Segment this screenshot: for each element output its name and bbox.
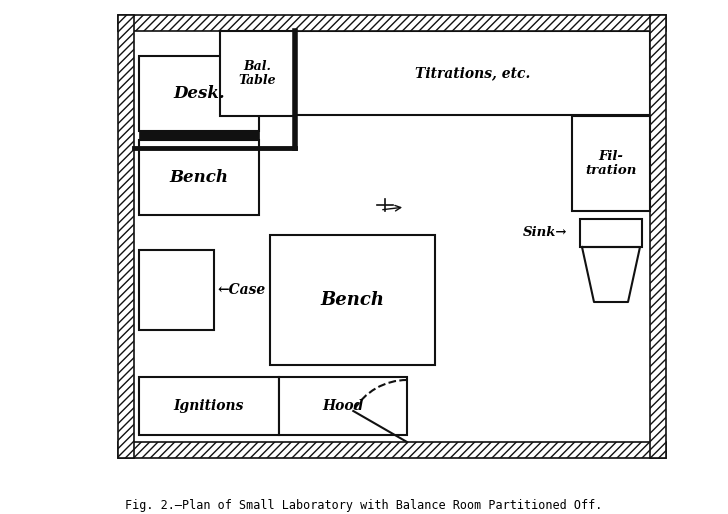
Text: Fig. 2.—Plan of Small Laboratory with Balance Room Partitioned Off.: Fig. 2.—Plan of Small Laboratory with Ba… bbox=[125, 499, 603, 511]
Bar bbox=[139, 250, 214, 330]
Text: Desk.: Desk. bbox=[173, 85, 225, 102]
Bar bbox=[118, 15, 666, 31]
Bar bbox=[279, 377, 407, 435]
Text: Fil-
tration: Fil- tration bbox=[585, 150, 637, 177]
Bar bbox=[118, 442, 666, 458]
Bar bbox=[139, 131, 259, 140]
Text: Sink→: Sink→ bbox=[523, 227, 567, 240]
Text: Bench: Bench bbox=[170, 169, 229, 186]
Text: Ignitions: Ignitions bbox=[174, 399, 244, 413]
Bar bbox=[139, 140, 259, 215]
Text: Bench: Bench bbox=[320, 291, 384, 309]
Bar bbox=[650, 15, 666, 458]
Bar bbox=[580, 219, 642, 247]
Bar bbox=[572, 116, 650, 211]
Text: ←Case: ←Case bbox=[217, 283, 265, 297]
Bar bbox=[118, 15, 134, 458]
Bar bbox=[270, 235, 435, 365]
Bar bbox=[139, 56, 259, 131]
Text: Hood: Hood bbox=[323, 399, 364, 413]
Bar bbox=[220, 31, 295, 116]
Bar bbox=[139, 377, 279, 435]
Text: Bal.
Table: Bal. Table bbox=[239, 60, 277, 87]
Bar bbox=[295, 31, 650, 115]
Text: Titrations, etc.: Titrations, etc. bbox=[415, 66, 530, 80]
